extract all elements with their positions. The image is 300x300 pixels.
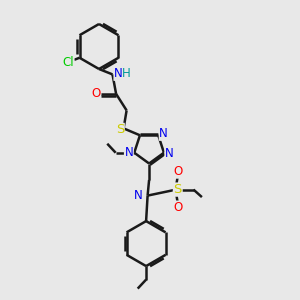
Text: H: H bbox=[122, 67, 131, 80]
Text: S: S bbox=[173, 183, 182, 196]
Text: Cl: Cl bbox=[62, 56, 74, 69]
Text: O: O bbox=[91, 87, 100, 101]
Text: N: N bbox=[114, 67, 123, 80]
Text: N: N bbox=[165, 147, 174, 160]
Text: N: N bbox=[134, 188, 142, 202]
Text: N: N bbox=[124, 146, 133, 159]
Text: S: S bbox=[116, 123, 124, 136]
Text: O: O bbox=[173, 201, 182, 214]
Text: N: N bbox=[159, 127, 168, 140]
Text: O: O bbox=[173, 165, 182, 178]
